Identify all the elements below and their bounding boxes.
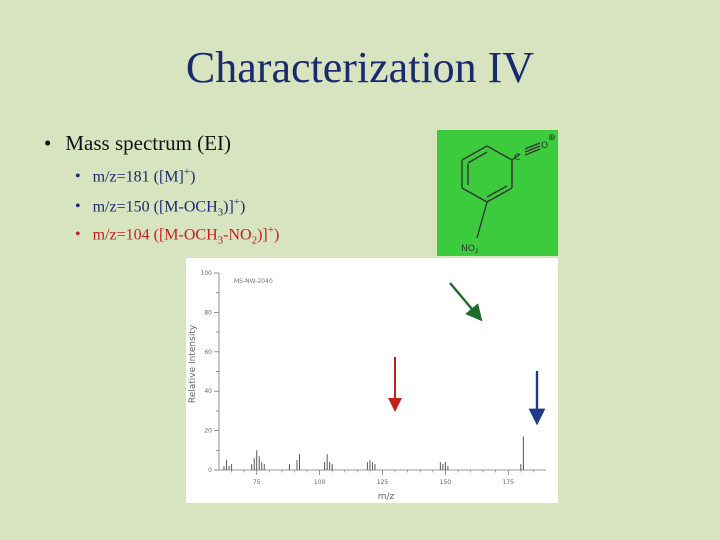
molecule-structure: C O ⊕ NO2 — [437, 130, 558, 256]
chart-plot-area: MS-NW-2040 m/z Relative Intensity 0 20 40 6… — [188, 270, 546, 502]
bullet-dot: • — [75, 198, 81, 216]
bullet-mass-spectrum: • Mass spectrum (EI) — [44, 131, 231, 156]
sub-bullet-181: • m/z=181 ([M]+) — [75, 166, 196, 186]
mass-spectrum-chart: MS-NW-2040 m/z Relative Intensity 0 20 40 6… — [186, 258, 558, 503]
y-tick-label: 20 — [204, 428, 212, 435]
x-tick-label: 150 — [440, 479, 452, 486]
slide-title: Characterization IV — [185, 43, 535, 92]
bullet-dot: • — [75, 226, 81, 244]
sub-bullet-150: • m/z=150 ([M-OCH3)]+) — [75, 196, 246, 219]
x-tick-label: 175 — [503, 479, 515, 486]
bullet-text: Mass spectrum (EI) — [65, 131, 231, 155]
positive-charge-icon: ⊕ — [548, 133, 556, 143]
x-axis-label: m/z — [378, 492, 395, 502]
sub-bullet-104: • m/z=104 ([M-OCH3-NO2)]+) — [75, 224, 280, 247]
y-tick-label: 100 — [201, 270, 213, 277]
atom-o: O — [541, 141, 548, 151]
bullet-dot: • — [44, 131, 52, 155]
x-tick-label: 125 — [377, 479, 389, 486]
y-axis-label: Relative Intensity — [188, 324, 198, 403]
atom-c: C — [514, 153, 520, 163]
green-arrow-icon — [449, 282, 483, 322]
benzene-ring-diagram: C O ⊕ NO2 — [461, 133, 556, 255]
substituent-no2: NO2 — [461, 244, 479, 255]
x-tick-label: 75 — [253, 479, 261, 486]
x-tick-label: 100 — [314, 479, 326, 486]
y-tick-label: 80 — [204, 309, 212, 316]
y-tick-label: 0 — [208, 467, 212, 474]
y-tick-label: 40 — [204, 388, 212, 395]
chart-legend-text: MS-NW-2040 — [234, 278, 273, 285]
bullet-dot: • — [75, 168, 81, 186]
y-tick-label: 60 — [204, 349, 212, 356]
